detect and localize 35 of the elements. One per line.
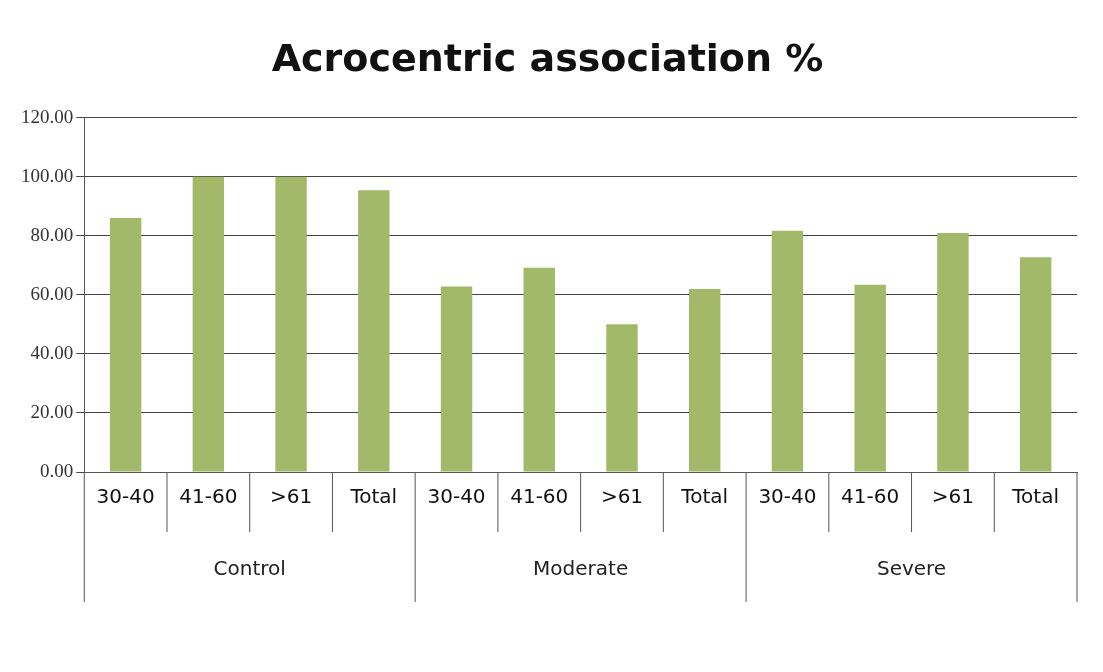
chart-title: Acrocentric association % — [271, 35, 824, 80]
text: Moderate — [533, 556, 629, 581]
bar — [440, 286, 473, 472]
bar — [358, 190, 390, 472]
text: Control — [213, 556, 286, 581]
y-tick-label: 40.00 — [30, 341, 74, 363]
y-tick-label: 20.00 — [30, 400, 74, 422]
x-tick-label: 30-40 — [96, 484, 155, 509]
bar — [937, 233, 969, 472]
text: Severe — [876, 556, 947, 581]
x-tick-label: 30-40 — [427, 484, 486, 509]
x-tick-label: 30-40 — [758, 484, 817, 509]
bar — [523, 267, 555, 472]
bar — [771, 230, 804, 472]
x-tick-label: 41-60 — [510, 484, 569, 509]
bar — [689, 288, 721, 472]
bar — [606, 324, 638, 472]
x-tick-label: >61 — [931, 484, 975, 509]
y-tick-label: 60.00 — [30, 282, 74, 304]
x-tick-label: Total — [349, 484, 398, 509]
x-tick-label: 41-60 — [841, 484, 900, 509]
bar — [192, 176, 225, 472]
bar — [854, 284, 886, 472]
bar — [275, 176, 307, 472]
x-tick-label: >61 — [600, 484, 644, 509]
y-tick-label: 120.00 — [21, 105, 74, 127]
bar — [109, 218, 142, 472]
x-tick-label: >61 — [269, 484, 313, 509]
x-tick-label: Total — [680, 484, 729, 509]
x-tick-label: 41-60 — [179, 484, 238, 509]
bar — [1019, 257, 1052, 472]
x-tick-label: Total — [1011, 484, 1059, 509]
y-tick-label: 80.00 — [30, 223, 74, 245]
y-tick-label: 0.00 — [40, 459, 74, 481]
y-tick-label: 100.00 — [21, 164, 74, 186]
